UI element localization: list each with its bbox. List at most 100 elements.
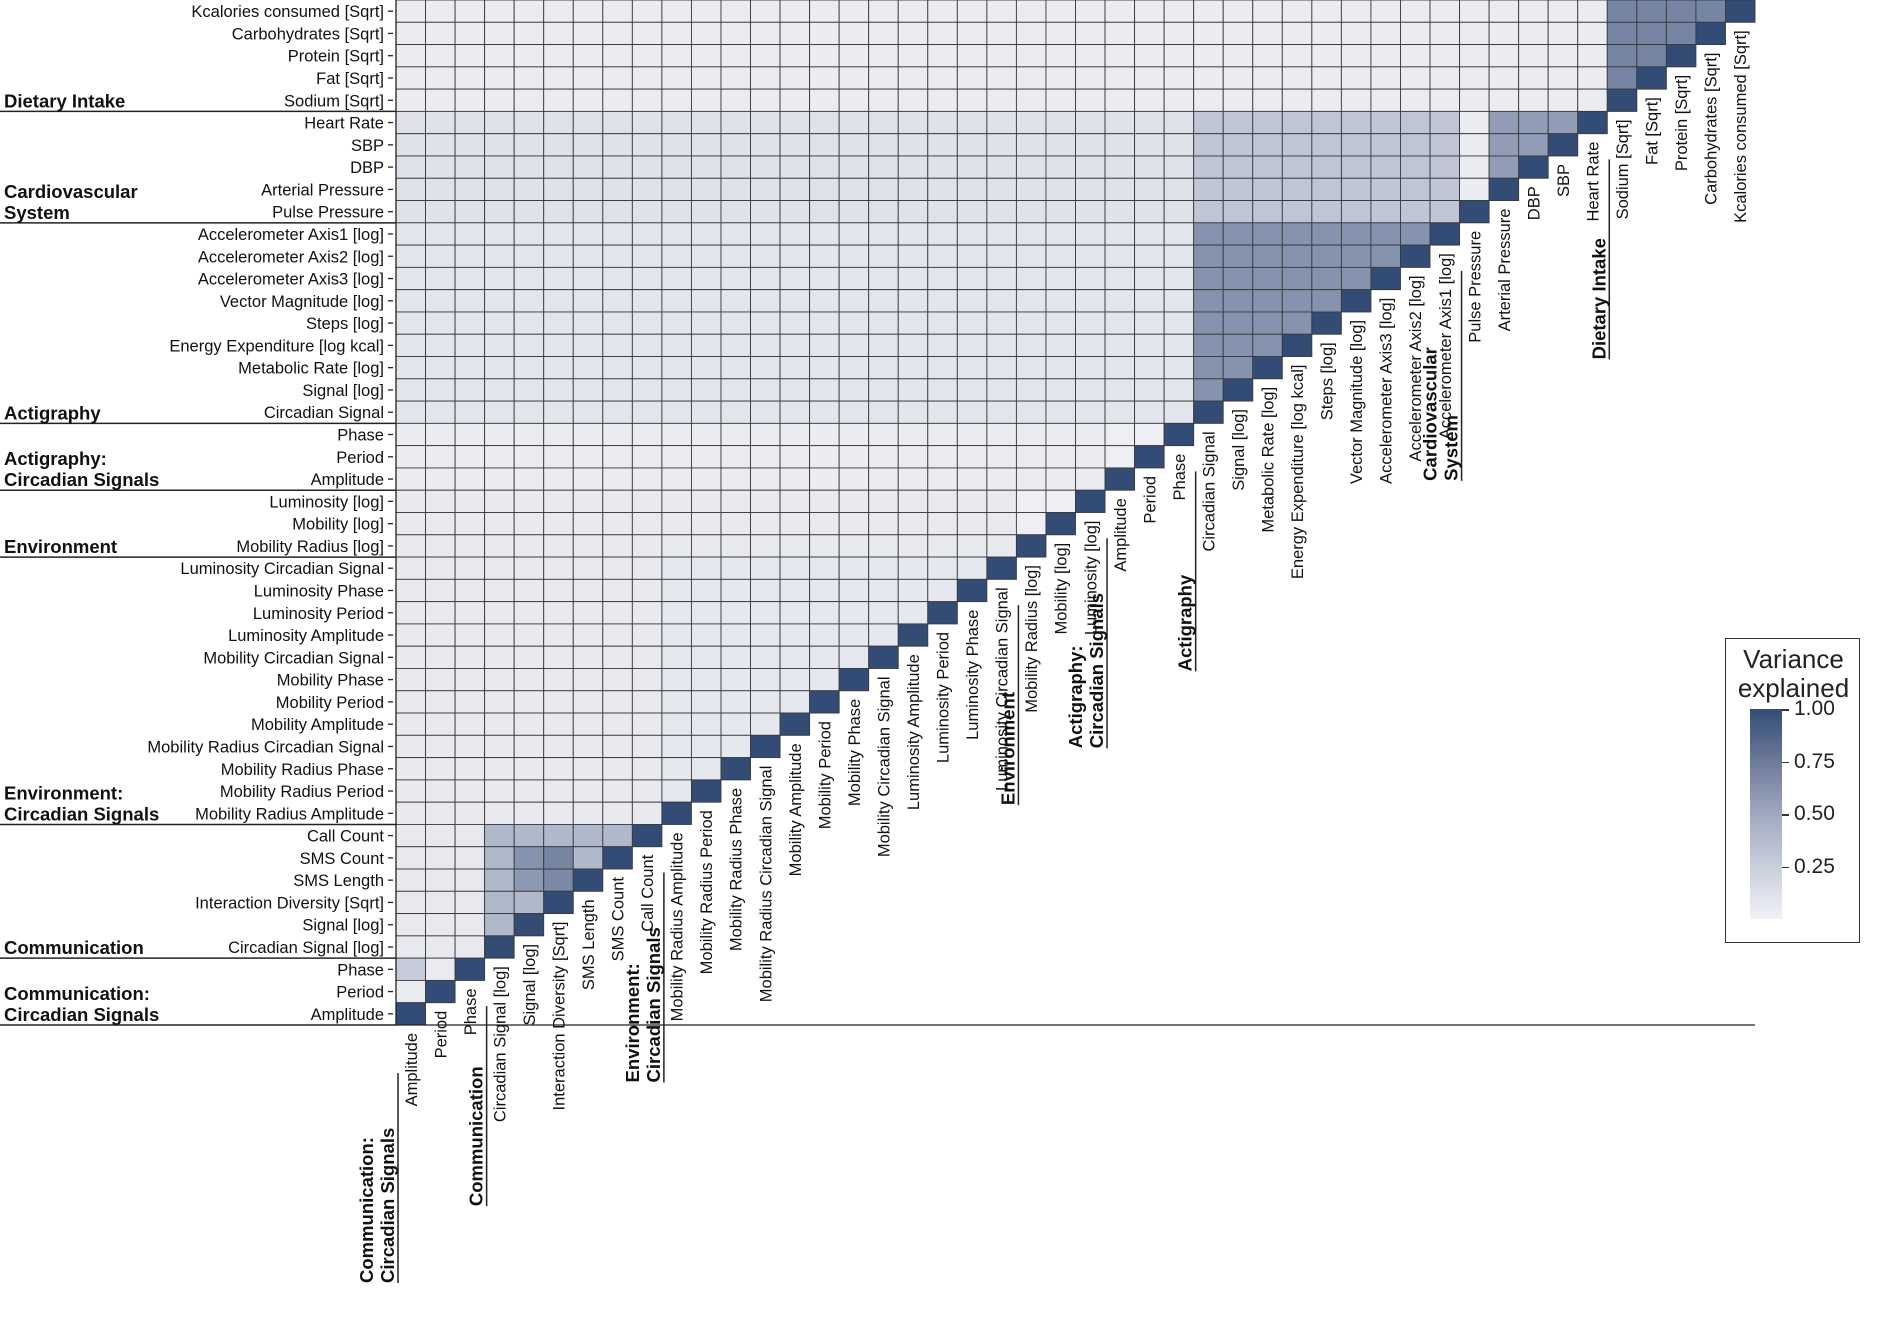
heatmap-cell — [425, 512, 456, 536]
heatmap-cell — [602, 824, 633, 848]
heatmap-cell — [868, 311, 899, 335]
heatmap-cell — [661, 489, 692, 513]
heatmap-cell — [661, 66, 692, 90]
heatmap-cell — [750, 200, 781, 224]
heatmap-cell — [1370, 88, 1401, 112]
heatmap-cell — [1488, 133, 1520, 157]
heatmap-cell — [631, 400, 663, 424]
heatmap-cell — [750, 378, 781, 402]
heatmap-cell — [750, 556, 781, 580]
heatmap-cell — [1252, 66, 1283, 90]
heatmap-cell — [602, 266, 633, 291]
heatmap-cell — [1104, 222, 1136, 246]
heatmap-cell — [661, 266, 692, 291]
row-label: Luminosity Period — [253, 605, 384, 623]
heatmap-cell — [779, 578, 811, 603]
heatmap-cell — [1340, 66, 1372, 90]
heatmap-cell — [1636, 44, 1667, 68]
heatmap-cell — [543, 356, 574, 380]
row-label: Mobility [log] — [292, 516, 384, 534]
heatmap-cell — [661, 333, 692, 357]
heatmap-cell — [1222, 333, 1254, 357]
heatmap-cell — [1252, 133, 1283, 157]
heatmap-cell — [1104, 0, 1136, 23]
heatmap-cell — [454, 601, 486, 625]
heatmap-cell — [395, 88, 426, 112]
heatmap-cell — [602, 578, 633, 603]
heatmap-cell — [1311, 44, 1342, 68]
column-label: Luminosity Amplitude — [905, 654, 923, 810]
heatmap-cell — [454, 757, 486, 781]
heatmap-cell — [986, 200, 1017, 224]
heatmap-cell — [1547, 110, 1579, 135]
heatmap-cell — [897, 378, 929, 402]
heatmap-cell — [927, 133, 958, 157]
heatmap-cells — [395, 0, 1756, 1026]
heatmap-cell — [425, 645, 456, 669]
heatmap-cell — [425, 534, 456, 558]
heatmap-cell — [1075, 489, 1106, 513]
heatmap-cell — [1075, 311, 1106, 335]
heatmap-cell — [1193, 244, 1224, 268]
heatmap-cell — [454, 801, 486, 825]
heatmap-cell — [897, 311, 929, 335]
heatmap-cell — [868, 0, 899, 23]
heatmap-cell — [513, 712, 545, 736]
heatmap-cell — [1134, 378, 1165, 402]
heatmap-cell — [720, 467, 751, 491]
heatmap-cell — [1134, 445, 1165, 469]
heatmap-cell — [1518, 88, 1549, 112]
heatmap-cell — [454, 378, 486, 402]
heatmap-cell — [779, 0, 811, 23]
heatmap-cell — [779, 512, 811, 536]
heatmap-cell — [395, 801, 426, 825]
heatmap-cell — [513, 155, 545, 179]
row-label: Mobility Radius [log] — [236, 538, 384, 556]
heatmap-cell — [484, 846, 515, 870]
group-label-left: Communication — [4, 937, 144, 958]
heatmap-cell — [602, 757, 633, 781]
heatmap-cell — [927, 378, 958, 402]
heatmap-cell — [1222, 133, 1254, 157]
heatmap-cell — [1311, 311, 1342, 335]
heatmap-cell — [454, 645, 486, 669]
heatmap-cell — [1311, 200, 1342, 224]
heatmap-cell — [720, 44, 751, 68]
row-label: Call Count — [307, 828, 384, 846]
heatmap-cell — [720, 556, 751, 580]
heatmap-cell — [897, 21, 929, 46]
heatmap-cell — [395, 378, 426, 402]
heatmap-cell — [868, 222, 899, 246]
heatmap-cell — [1045, 177, 1076, 201]
heatmap-cell — [1075, 133, 1106, 157]
column-label: DBP — [1525, 186, 1543, 220]
column-label: Phase — [462, 988, 480, 1035]
heatmap-cell — [602, 289, 633, 313]
heatmap-cell — [1252, 311, 1283, 335]
legend-tick — [1782, 709, 1789, 711]
heatmap-cell — [1281, 21, 1313, 46]
heatmap-cell — [690, 445, 722, 469]
heatmap-cell — [454, 690, 486, 714]
heatmap-cell — [690, 556, 722, 580]
heatmap-cell — [1104, 177, 1136, 201]
heatmap-cell — [1163, 400, 1195, 424]
heatmap-cell — [543, 779, 574, 803]
heatmap-cell — [395, 734, 426, 759]
heatmap-cell — [572, 801, 604, 825]
heatmap-cell — [484, 400, 515, 424]
heatmap-cell — [1163, 422, 1195, 447]
heatmap-cell — [779, 467, 811, 491]
heatmap-cell — [572, 757, 604, 781]
heatmap-cell — [1459, 200, 1490, 224]
heatmap-cell — [690, 512, 722, 536]
heatmap-cell — [750, 155, 781, 179]
heatmap-cell — [484, 824, 515, 848]
heatmap-cell — [868, 601, 899, 625]
heatmap-cell — [897, 512, 929, 536]
heatmap-cell — [986, 512, 1017, 536]
column-label: Pulse Pressure — [1466, 231, 1484, 343]
heatmap-cell — [1222, 110, 1254, 135]
heatmap-cell — [1370, 177, 1401, 201]
heatmap-cell — [1370, 44, 1401, 68]
